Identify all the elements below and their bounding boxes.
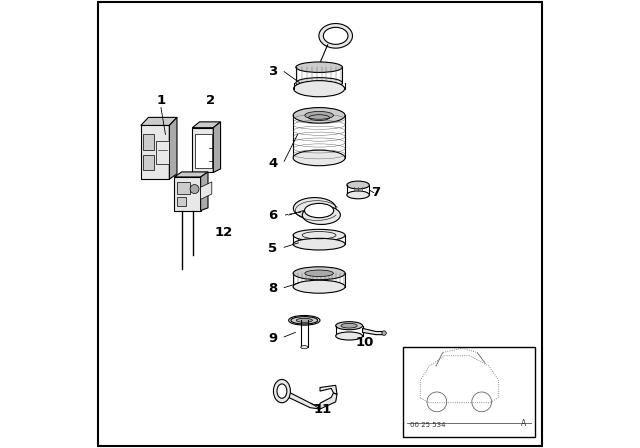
Ellipse shape xyxy=(293,198,336,219)
Ellipse shape xyxy=(294,81,344,97)
Ellipse shape xyxy=(301,346,308,349)
Ellipse shape xyxy=(336,332,362,340)
Text: 12: 12 xyxy=(214,226,233,240)
Ellipse shape xyxy=(305,203,333,218)
Polygon shape xyxy=(320,393,337,409)
Polygon shape xyxy=(174,172,208,177)
Ellipse shape xyxy=(296,318,312,323)
Ellipse shape xyxy=(305,270,333,276)
Polygon shape xyxy=(362,328,384,335)
Text: 8: 8 xyxy=(268,282,278,296)
Polygon shape xyxy=(282,388,320,409)
Bar xyxy=(403,347,535,437)
Circle shape xyxy=(427,392,447,412)
Polygon shape xyxy=(200,182,212,199)
Ellipse shape xyxy=(382,331,387,335)
Text: 00 25 534: 00 25 534 xyxy=(410,422,445,428)
Ellipse shape xyxy=(347,191,369,199)
Text: 5: 5 xyxy=(268,242,278,255)
Polygon shape xyxy=(320,385,337,394)
Polygon shape xyxy=(200,172,208,211)
Ellipse shape xyxy=(273,379,291,403)
Bar xyxy=(157,141,169,164)
Text: A: A xyxy=(521,419,526,428)
Text: 3: 3 xyxy=(268,65,278,78)
Ellipse shape xyxy=(277,384,287,398)
Ellipse shape xyxy=(347,181,369,189)
Text: 4: 4 xyxy=(268,157,278,170)
Bar xyxy=(143,134,154,150)
Text: 7: 7 xyxy=(371,186,381,199)
Ellipse shape xyxy=(291,317,318,324)
Ellipse shape xyxy=(336,322,362,330)
Polygon shape xyxy=(192,122,221,128)
Text: 9: 9 xyxy=(268,332,278,345)
Text: 11: 11 xyxy=(313,403,332,417)
Circle shape xyxy=(472,392,492,412)
Text: 6: 6 xyxy=(268,208,278,222)
Bar xyxy=(177,182,190,194)
Ellipse shape xyxy=(341,323,357,328)
Text: 2: 2 xyxy=(205,94,215,108)
Polygon shape xyxy=(213,122,221,172)
Ellipse shape xyxy=(293,108,345,123)
Ellipse shape xyxy=(293,267,345,280)
Ellipse shape xyxy=(323,27,348,44)
Text: 10: 10 xyxy=(356,336,374,349)
Ellipse shape xyxy=(302,206,340,224)
Ellipse shape xyxy=(293,150,345,166)
Ellipse shape xyxy=(319,23,353,48)
Text: 1: 1 xyxy=(156,94,166,108)
Ellipse shape xyxy=(296,78,342,88)
Ellipse shape xyxy=(296,62,342,73)
Bar xyxy=(195,134,212,168)
Polygon shape xyxy=(192,128,213,172)
Ellipse shape xyxy=(305,112,333,119)
Polygon shape xyxy=(174,177,200,211)
Polygon shape xyxy=(141,117,177,125)
Ellipse shape xyxy=(293,280,345,293)
Circle shape xyxy=(190,185,199,194)
Ellipse shape xyxy=(293,229,345,241)
Ellipse shape xyxy=(293,238,345,250)
Bar xyxy=(143,155,154,170)
Polygon shape xyxy=(141,125,170,179)
Bar xyxy=(177,197,186,206)
Polygon shape xyxy=(170,117,177,179)
